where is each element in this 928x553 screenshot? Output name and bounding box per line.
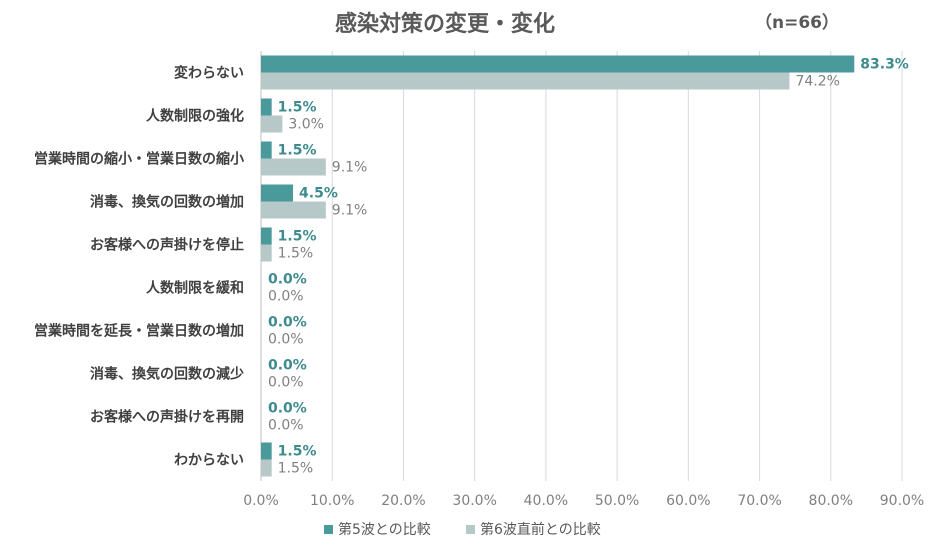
category-label: 人数制限の強化 (146, 108, 244, 125)
bar-series-2 (261, 201, 326, 219)
data-label-series-2: 0.0% (268, 332, 304, 348)
data-label-series-2: 0.0% (268, 418, 304, 434)
data-label-series-1: 0.0% (268, 272, 307, 288)
data-label-series-2: 0.0% (268, 289, 304, 305)
category-label: お客様への声掛けを再開 (90, 409, 244, 426)
bar-series-2 (261, 72, 790, 90)
bar-series-1 (261, 227, 272, 245)
legend-swatch (466, 525, 475, 534)
x-tick-label: 10.0% (310, 493, 354, 509)
x-tick-label: 60.0% (666, 493, 710, 509)
bar-series-2 (261, 158, 326, 176)
x-tick-label: 20.0% (381, 493, 425, 509)
data-label-series-1: 1.5% (278, 229, 317, 245)
legend-label: 第5波との比較 (338, 521, 431, 538)
data-label-series-2: 1.5% (278, 246, 314, 262)
legend-label: 第6波直前との比較 (480, 521, 601, 538)
x-tick-label: 0.0% (243, 493, 279, 509)
category-label: 営業時間の縮小・営業日数の縮小 (34, 151, 244, 168)
x-tick-label: 30.0% (452, 493, 496, 509)
category-label: 変わらない (174, 65, 244, 82)
category-label: わからない (174, 453, 244, 469)
bar-series-2 (261, 244, 272, 262)
category-label: 消毒、換気の回数の増加 (90, 194, 244, 211)
category-label: お客様への声掛けを停止 (90, 237, 244, 254)
data-label-series-1: 83.3% (860, 57, 909, 73)
bar-series-1 (261, 55, 855, 73)
data-label-series-2: 3.0% (288, 117, 324, 133)
x-tick-label: 80.0% (809, 493, 853, 509)
data-label-series-2: 1.5% (278, 461, 314, 477)
x-tick-label: 50.0% (595, 493, 639, 509)
bar-series-1 (261, 98, 272, 116)
data-label-series-2: 74.2% (795, 74, 839, 90)
bar-series-1 (261, 141, 272, 159)
data-label-series-1: 1.5% (278, 100, 317, 116)
data-label-series-1: 4.5% (299, 186, 338, 202)
x-tick-label: 90.0% (880, 493, 924, 509)
bar-series-1 (261, 442, 272, 460)
x-tick-label: 40.0% (524, 493, 568, 509)
data-label-series-2: 9.1% (332, 203, 368, 219)
bar-series-2 (261, 115, 283, 133)
category-label: 営業時間を延長・営業日数の増加 (34, 323, 244, 340)
legend-swatch (324, 525, 333, 534)
data-label-series-2: 0.0% (268, 375, 304, 391)
sample-size-label: （n=66） (755, 13, 840, 33)
data-label-series-1: 1.5% (278, 444, 317, 460)
category-label: 人数制限を緩和 (146, 280, 244, 297)
bar-series-2 (261, 459, 272, 477)
chart-title: 感染対策の変更・変化 (335, 12, 556, 37)
data-label-series-1: 0.0% (268, 358, 307, 374)
data-label-series-1: 1.5% (278, 143, 317, 159)
data-label-series-1: 0.0% (268, 401, 307, 417)
x-tick-label: 70.0% (737, 493, 781, 509)
data-label-series-2: 9.1% (332, 160, 368, 176)
data-label-series-1: 0.0% (268, 315, 307, 331)
bar-series-1 (261, 184, 294, 202)
category-label: 消毒、換気の回数の減少 (90, 366, 244, 383)
